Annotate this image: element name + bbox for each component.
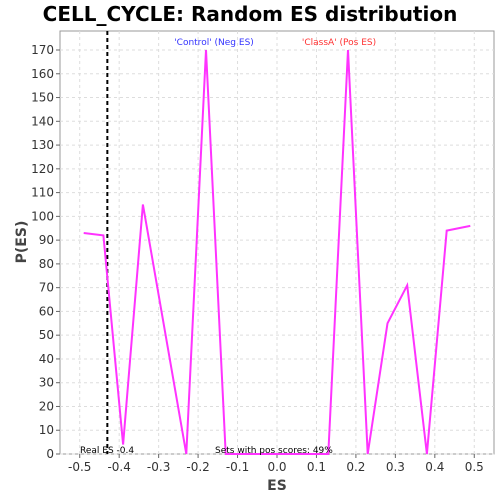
x-axis-ticks: -0.5 -0.4 -0.3 -0.2 -0.1 0.0 0.1 0.2 0.3 0.4 0.5 xyxy=(68,454,484,474)
x-tick-label: 0.2 xyxy=(346,460,365,474)
pos-es-label: 'ClassA' (Pos ES) xyxy=(302,38,376,48)
real-es-label: Real ES -0.4 xyxy=(80,446,134,456)
x-axis-label: ES xyxy=(267,478,287,494)
y-tick-label: 30 xyxy=(39,376,54,390)
grid xyxy=(60,31,494,455)
x-tick-label: -0.3 xyxy=(147,460,170,474)
chart-title: CELL_CYCLE: Random ES distribution xyxy=(43,2,458,26)
x-tick-label: 0.1 xyxy=(307,460,326,474)
x-tick-label: -0.2 xyxy=(186,460,209,474)
y-tick-label: 90 xyxy=(39,233,54,247)
y-tick-label: 130 xyxy=(31,138,54,152)
y-tick-label: 60 xyxy=(39,304,54,318)
y-tick-label: 40 xyxy=(39,352,54,366)
x-tick-label: 0.3 xyxy=(386,460,405,474)
y-tick-label: 150 xyxy=(31,91,54,105)
y-tick-label: 110 xyxy=(31,186,54,200)
neg-es-label: 'Control' (Neg ES) xyxy=(174,38,254,48)
x-tick-label: -0.4 xyxy=(107,460,130,474)
x-tick-label: 0.4 xyxy=(425,460,444,474)
y-tick-label: 0 xyxy=(46,447,54,461)
y-tick-label: 70 xyxy=(39,281,54,295)
y-tick-label: 170 xyxy=(31,43,54,57)
y-tick-label: 10 xyxy=(39,423,54,437)
y-tick-label: 140 xyxy=(31,114,54,128)
x-tick-label: 0.5 xyxy=(465,460,484,474)
y-axis-label: P(ES) xyxy=(14,221,30,264)
y-tick-label: 160 xyxy=(31,67,54,81)
y-axis-ticks: 0 10 20 30 40 50 60 70 80 90 100 110 120 130 140 150 160… xyxy=(31,43,60,461)
x-tick-label: -0.5 xyxy=(68,460,91,474)
x-tick-label: 0.0 xyxy=(267,460,286,474)
y-tick-label: 100 xyxy=(31,209,54,223)
y-tick-label: 80 xyxy=(39,257,54,271)
es-distribution-line xyxy=(83,49,471,455)
y-tick-label: 20 xyxy=(39,399,54,413)
y-tick-label: 120 xyxy=(31,162,54,176)
pos-scores-label: Sets with pos scores: 49% xyxy=(215,446,333,456)
y-tick-label: 50 xyxy=(39,328,54,342)
series-group xyxy=(83,49,471,455)
x-tick-label: -0.1 xyxy=(226,460,249,474)
